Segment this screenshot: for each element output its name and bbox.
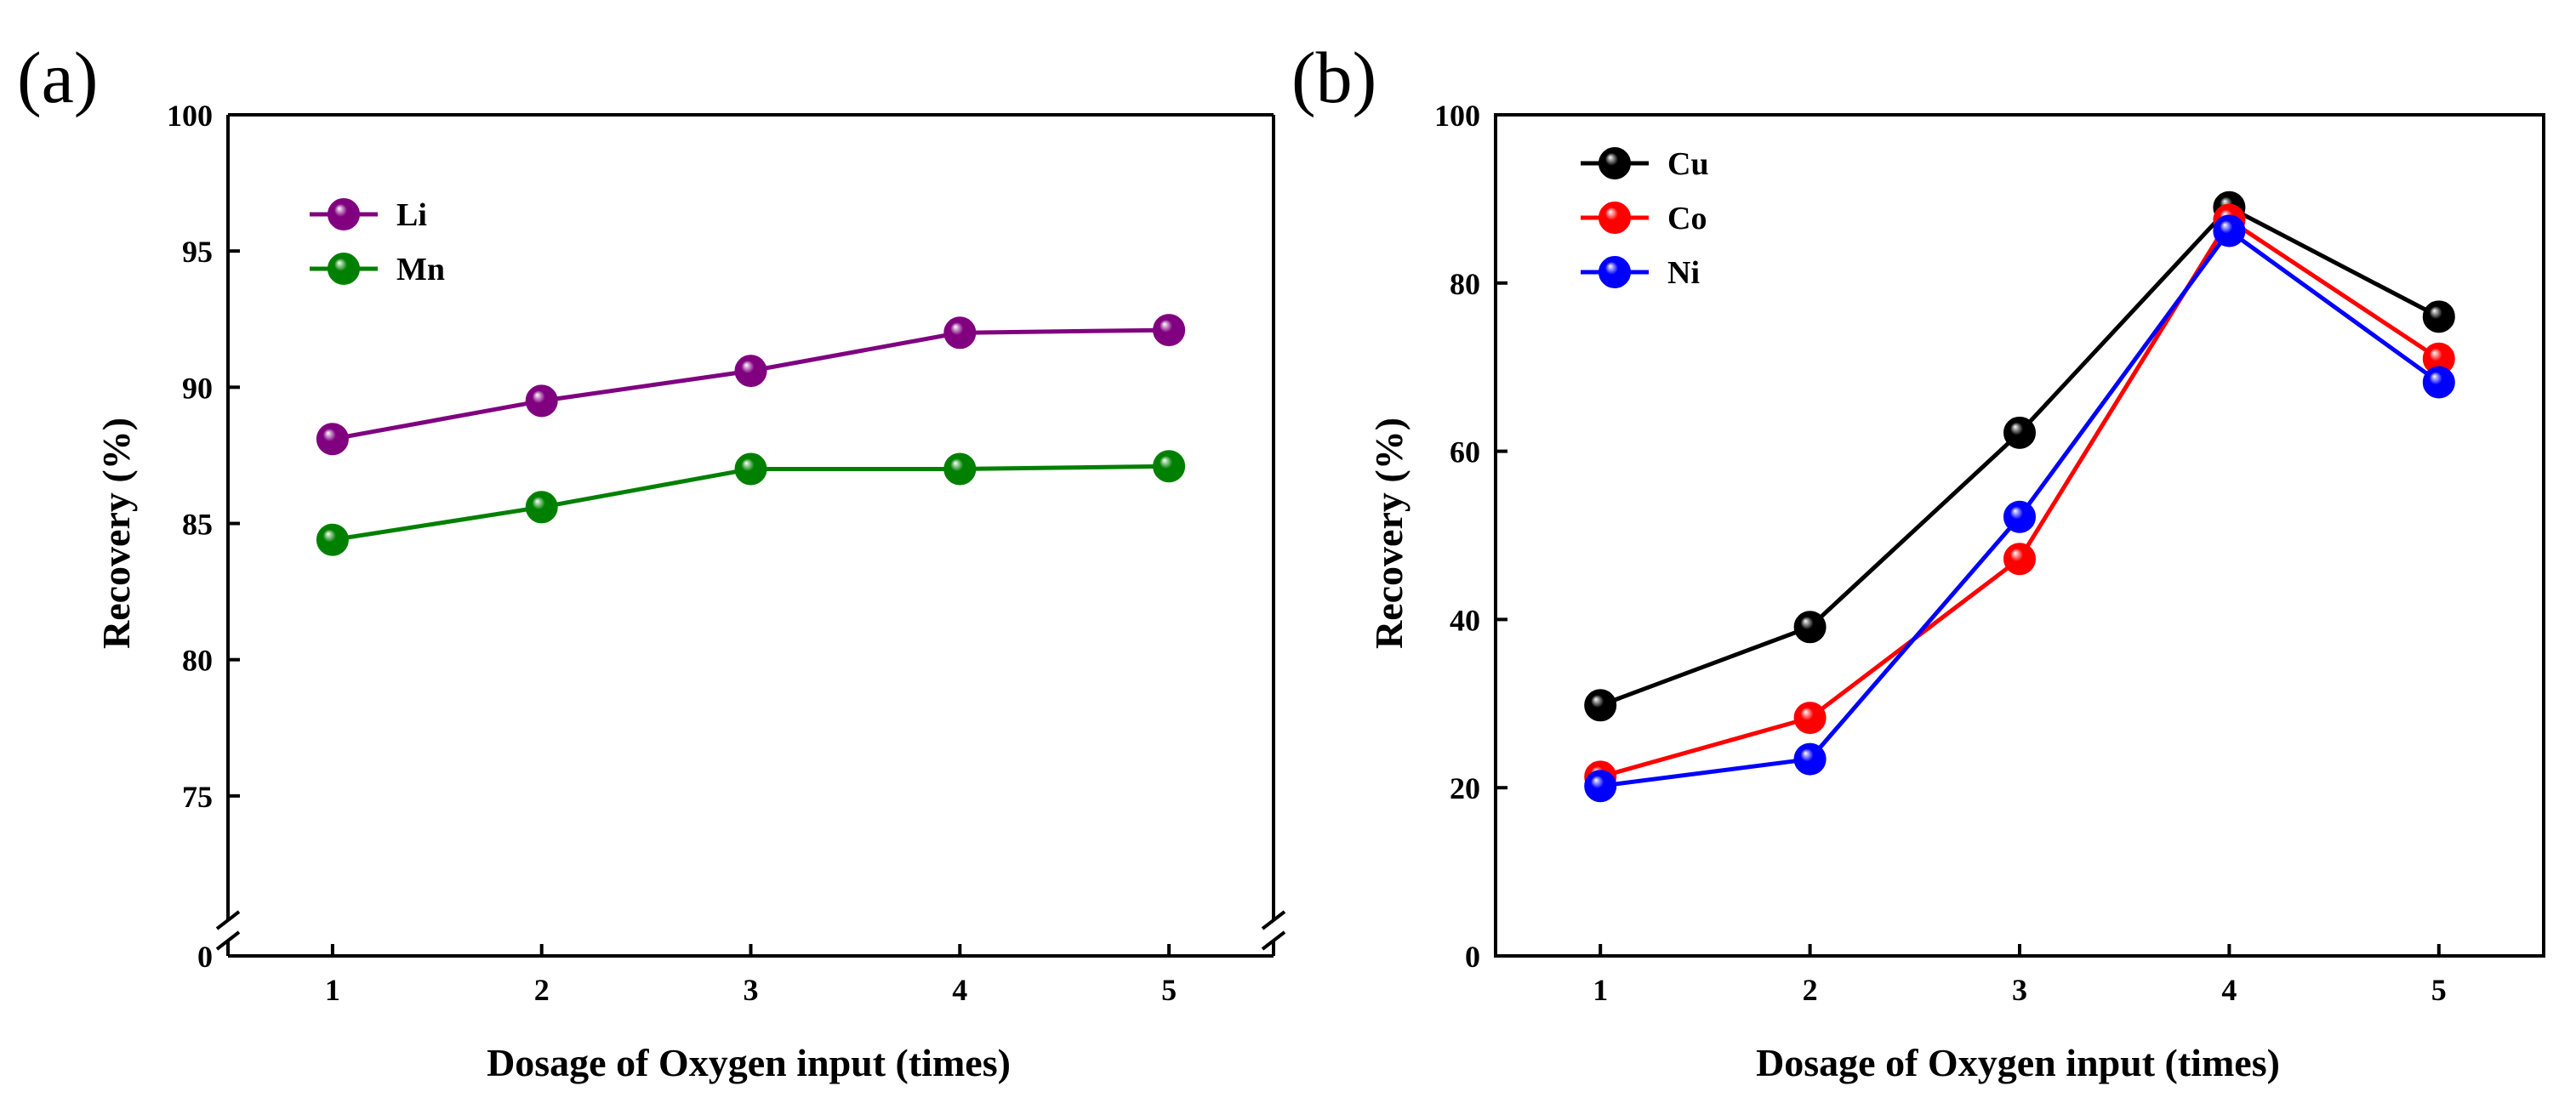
panel-b-chart: (b) 0 20 40 60 80 100 1 2 3 4 5 Cu Co Ni Dosage of … xyxy=(1291,37,2545,1084)
data-point-co xyxy=(1793,702,1827,735)
data-point-li xyxy=(316,423,349,456)
x-tick-label: 5 xyxy=(2431,973,2447,1007)
y-tick-label: 75 xyxy=(182,780,213,814)
x-tick-label: 3 xyxy=(744,973,759,1007)
series-line-co xyxy=(1599,217,2441,779)
data-point-mn xyxy=(316,523,349,556)
axis-break-mark xyxy=(1261,910,1286,930)
data-point-li xyxy=(1153,314,1186,347)
data-point-ni xyxy=(2213,214,2246,247)
panel-a-legend: Li Mn xyxy=(310,197,445,287)
data-point-li xyxy=(525,384,558,418)
panel-a-y-ticks: 0 75 80 85 90 95 100 xyxy=(167,99,240,974)
panel-a-chart: (a) 0 75 80 85 90 95 100 1 2 3 4 5 Li Mn Dosage of … xyxy=(17,37,1286,1084)
plot-frame xyxy=(1494,113,2545,958)
y-tick-label: 20 xyxy=(1450,771,1480,805)
panel-b-legend: Cu Co Ni xyxy=(1581,146,1709,291)
x-tick-label: 1 xyxy=(325,973,340,1007)
legend-label-ni: Ni xyxy=(1667,255,1700,291)
panel-b-label: (b) xyxy=(1291,37,1376,118)
data-point-ni xyxy=(2003,500,2036,533)
data-point-cu xyxy=(2003,416,2036,449)
data-point-ni xyxy=(1793,742,1827,776)
data-point-cu xyxy=(2422,300,2455,333)
y-tick-label: 40 xyxy=(1450,603,1480,637)
panel-b-x-ticks: 1 2 3 4 5 xyxy=(1593,944,2447,1007)
axis-break-mark xyxy=(1261,930,1286,951)
panel-b-x-axis-title: Dosage of Oxygen input (times) xyxy=(1756,1041,2280,1084)
x-tick-label: 2 xyxy=(534,973,550,1007)
x-tick-label: 2 xyxy=(1803,973,1818,1007)
panel-a-y-axis-title: Recovery (%) xyxy=(94,418,138,649)
panel-a-series xyxy=(316,314,1186,556)
data-point-mn xyxy=(1153,450,1186,483)
axis-break-mark xyxy=(215,910,241,930)
panel-b-axes xyxy=(1494,113,2545,958)
data-point-mn xyxy=(943,452,977,486)
legend-label-li: Li xyxy=(396,197,427,233)
legend-label-co: Co xyxy=(1667,201,1707,236)
y-tick-label: 95 xyxy=(182,235,213,269)
x-tick-label: 5 xyxy=(1161,973,1177,1007)
data-point-mn xyxy=(525,491,558,524)
y-tick-label: 0 xyxy=(197,940,213,974)
data-point-ni xyxy=(2422,366,2455,399)
x-tick-label: 1 xyxy=(1593,973,1608,1007)
data-point-li xyxy=(734,355,767,388)
legend-marker-co xyxy=(1599,202,1631,234)
legend-marker-cu xyxy=(1599,147,1631,179)
panel-b-y-ticks: 0 20 40 60 80 100 xyxy=(1434,99,1507,974)
y-tick-label: 60 xyxy=(1450,435,1480,469)
y-tick-label: 100 xyxy=(167,99,213,133)
series-line-cu xyxy=(1599,204,2440,708)
legend-marker-mn xyxy=(328,253,360,285)
panel-a-axes xyxy=(215,113,1286,958)
legend-label-cu: Cu xyxy=(1667,146,1709,182)
panel-a-label: (a) xyxy=(17,37,98,118)
data-point-li xyxy=(943,316,977,350)
data-point-cu xyxy=(1584,689,1617,722)
x-tick-label: 4 xyxy=(952,973,967,1007)
y-tick-label: 90 xyxy=(182,371,213,405)
data-point-cu xyxy=(1793,611,1827,644)
y-tick-label: 0 xyxy=(1465,940,1480,974)
y-tick-label: 80 xyxy=(182,644,213,678)
panel-b-series xyxy=(1584,191,2455,803)
x-tick-label: 3 xyxy=(2012,973,2027,1007)
panel-a-x-axis-title: Dosage of Oxygen input (times) xyxy=(487,1041,1011,1084)
y-tick-label: 100 xyxy=(1434,99,1480,133)
panel-b-y-axis-title: Recovery (%) xyxy=(1367,418,1411,649)
y-tick-label: 80 xyxy=(1450,267,1480,301)
legend-label-mn: Mn xyxy=(396,252,445,287)
y-tick-label: 85 xyxy=(182,508,213,542)
data-point-co xyxy=(2003,543,2036,576)
x-tick-label: 4 xyxy=(2221,973,2237,1007)
legend-marker-li xyxy=(328,198,360,230)
data-point-ni xyxy=(1584,770,1617,803)
data-point-mn xyxy=(734,452,767,486)
axis-break-mark xyxy=(215,930,241,951)
legend-marker-ni xyxy=(1599,256,1631,288)
panel-a-x-ticks: 1 2 3 4 5 xyxy=(325,944,1177,1007)
